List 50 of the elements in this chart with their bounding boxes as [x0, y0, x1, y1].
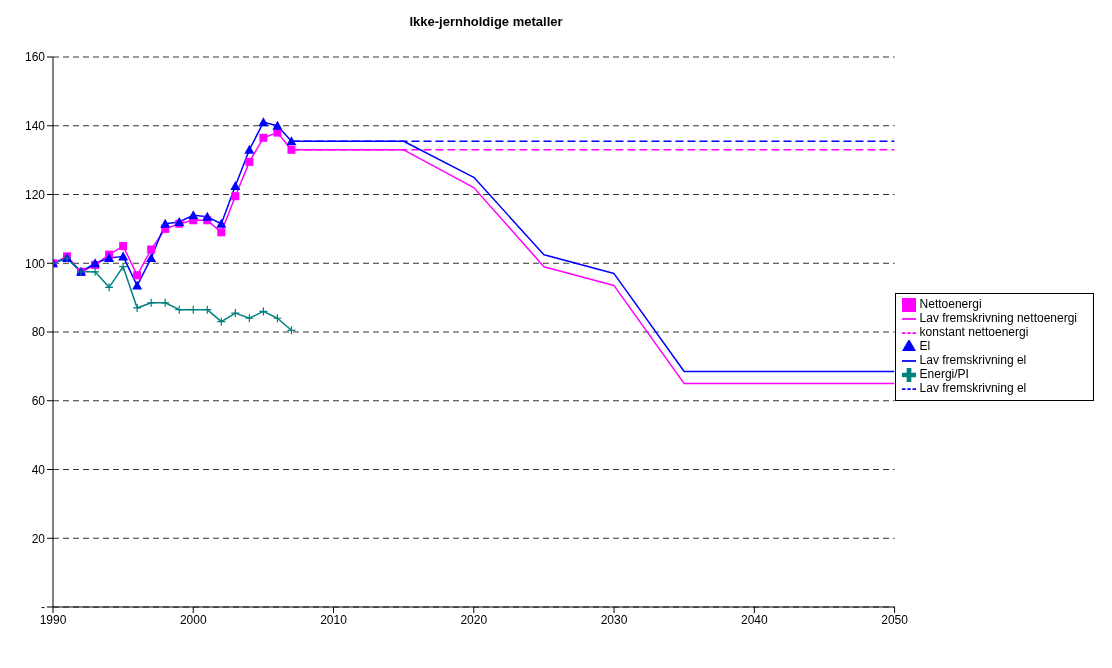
legend-label: El [919, 339, 931, 354]
point [90, 267, 100, 277]
x-tick-label: 1990 [39, 612, 67, 627]
y-tick-label: 20 [31, 531, 46, 546]
point [133, 271, 142, 280]
legend-label: Lav fremskrivning el [919, 353, 1027, 368]
y-tick-label: 100 [24, 256, 46, 271]
point [244, 144, 255, 154]
point [258, 117, 269, 127]
point [287, 145, 296, 154]
point [119, 242, 128, 251]
point [147, 245, 156, 254]
legend-label: Nettoenergi [919, 297, 982, 312]
chart-title: Ikke-jernholdige metaller [408, 14, 564, 29]
point [272, 120, 283, 130]
x-tick-label: 2020 [460, 612, 488, 627]
legend-label: konstant nettoenergi [919, 325, 1029, 340]
point [132, 280, 143, 290]
point [216, 218, 227, 228]
point [118, 251, 129, 261]
y-tick-label: 40 [31, 462, 46, 477]
point [231, 192, 240, 201]
point [104, 282, 114, 292]
x-tick-label: 2050 [881, 612, 909, 627]
point [118, 262, 128, 272]
y-tick-label: 60 [31, 394, 46, 409]
y-tick-label: 140 [24, 119, 46, 134]
y-tick-label: 160 [24, 50, 46, 65]
point [188, 210, 199, 220]
point [104, 253, 115, 263]
point [286, 136, 297, 146]
point [132, 303, 142, 313]
point [230, 180, 241, 190]
x-tick-label: 2000 [179, 612, 207, 627]
x-tick-label: 2040 [740, 612, 768, 627]
point [230, 308, 240, 318]
point [146, 253, 157, 263]
point [245, 157, 254, 166]
legend-label: Lav fremskrivning el [919, 381, 1027, 396]
x-tick-label: 2010 [320, 612, 348, 627]
y-tick-label: - [41, 600, 45, 615]
point [259, 133, 268, 142]
legend-label: Lav fremskrivning nettoenergi [919, 311, 1077, 326]
y-tick-label: 120 [24, 187, 46, 202]
y-tick-label: 80 [31, 325, 46, 340]
point [160, 218, 171, 228]
point [202, 211, 213, 221]
x-tick-label: 2030 [600, 612, 628, 627]
legend-label: Energi/PI [919, 367, 969, 382]
point [217, 228, 226, 237]
